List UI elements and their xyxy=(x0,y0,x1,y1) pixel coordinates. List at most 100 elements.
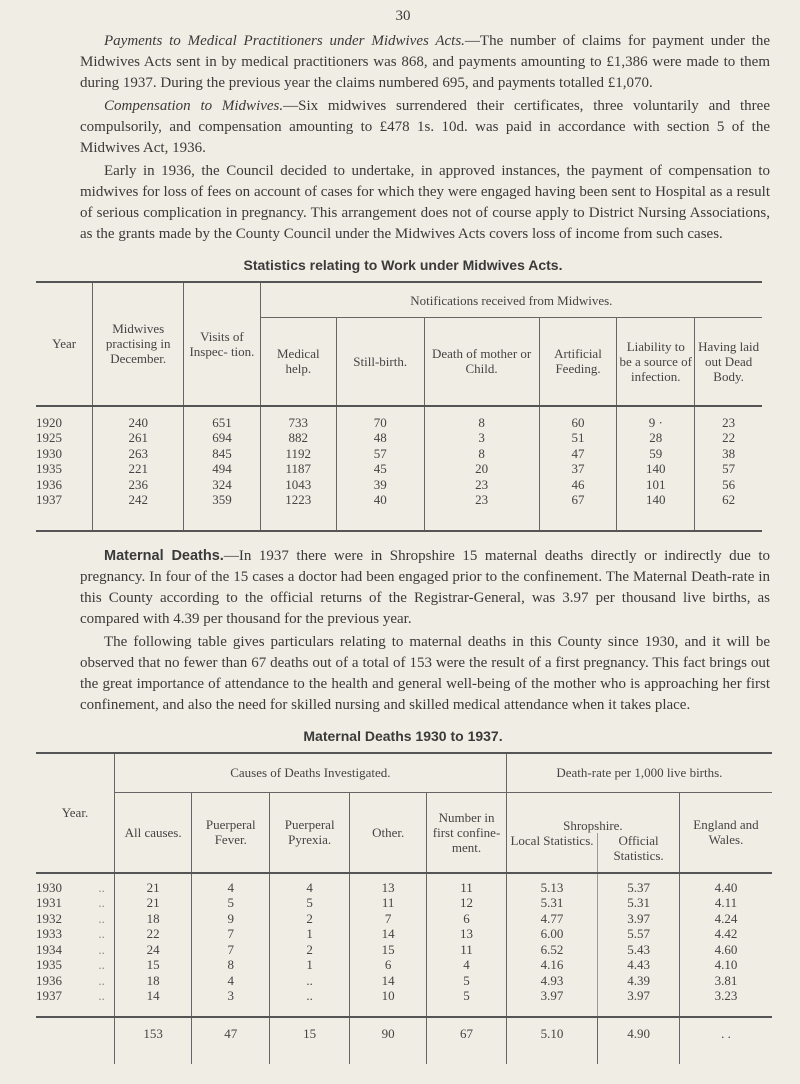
paragraph-compensation: Compensation to Midwives.—Six midwives s… xyxy=(80,96,770,159)
table-cell: 261 xyxy=(92,430,184,446)
col-header: Visits of Inspec- tion. xyxy=(183,282,261,406)
total-cell: 15 xyxy=(269,1016,350,1064)
table-cell: 59 xyxy=(616,445,695,461)
col-header: Puerperal Fever. xyxy=(191,792,270,873)
shropshire-header: Shropshire. xyxy=(505,792,680,833)
table-cell: 14 xyxy=(349,972,427,988)
table-row: 1925 261 694 882 48 3 51 28 22 xyxy=(36,430,762,446)
totals-spacer xyxy=(36,1017,114,1064)
group-header-rate: Death-rate per 1,000 live births. xyxy=(505,752,772,793)
table-cell: 12 xyxy=(426,895,507,911)
table-cell: 1925 xyxy=(36,430,62,445)
table-cell: .. xyxy=(98,910,105,926)
paragraph-text: —The number of claims for payment under … xyxy=(80,33,770,91)
table-cell: 5 xyxy=(426,972,507,988)
col-header: Local Statistics. xyxy=(505,832,598,873)
table-cell: 3.23 xyxy=(678,988,772,1017)
table-cell: 5.57 xyxy=(597,926,680,942)
table-cell: 18 xyxy=(113,972,192,988)
table-cell: 4.42 xyxy=(678,926,772,942)
col-header: Other. xyxy=(349,792,427,873)
col-header: Midwives practising in December. xyxy=(92,282,184,406)
table-cell: 221 xyxy=(92,461,184,477)
table-cell: 236 xyxy=(92,476,184,492)
table-cell: 263 xyxy=(92,445,184,461)
table-cell: 4 xyxy=(191,972,270,988)
table-cell: 4.93 xyxy=(505,972,598,988)
table-cell: 10 xyxy=(349,988,427,1017)
table-cell: 56 xyxy=(694,476,762,492)
table-cell: 694 xyxy=(183,430,261,446)
col-header: Medical help. xyxy=(259,317,337,406)
table-cell: 1936 xyxy=(36,476,62,492)
table-cell: .. xyxy=(98,879,105,895)
table-row: 1932.. 18 9 2 7 6 4.77 3.97 4.24 xyxy=(36,910,772,926)
table-cell: 5 xyxy=(269,895,350,911)
table-cell: 5.43 xyxy=(597,941,680,957)
table-cell: 7 xyxy=(191,926,270,942)
paragraph-heading: Compensation to Midwives. xyxy=(104,98,284,114)
table-row: 1935 221 494 1187 45 20 37 140 57 xyxy=(36,461,762,477)
group-header-causes: Causes of Deaths Investigated. xyxy=(113,752,507,793)
table-cell: 5.31 xyxy=(597,895,680,911)
table-cell: 9 xyxy=(191,910,270,926)
col-header: England and Wales. xyxy=(678,792,772,873)
col-header: Puerperal Pyrexia. xyxy=(269,792,350,873)
table-cell: 46 xyxy=(538,476,617,492)
table-cell: 13 xyxy=(426,926,507,942)
col-header: Liability to be a source of infection. xyxy=(616,317,695,406)
page-number: 30 xyxy=(395,8,411,24)
table-cell: 45 xyxy=(335,461,425,477)
table-cell: .. xyxy=(98,895,105,910)
table-row: 1931.. 21 5 5 11 12 5.31 5.31 4.11 xyxy=(36,895,772,911)
table-cell: 6 xyxy=(349,957,427,973)
table-cell: 3.97 xyxy=(505,988,598,1017)
table-cell: 3.81 xyxy=(678,972,772,988)
table-cell: 4 xyxy=(269,872,350,895)
table-cell: 20 xyxy=(423,461,540,477)
table-cell: 47 xyxy=(538,445,617,461)
table-cell: 14 xyxy=(113,988,192,1017)
table-cell: 1930 xyxy=(36,879,62,895)
table-cell: 22 xyxy=(113,926,192,942)
table-cell: 4.77 xyxy=(505,910,598,926)
col-header: Death of mother or Child. xyxy=(423,317,540,406)
table1-title: Statistics relating to Work under Midwiv… xyxy=(243,257,563,273)
group-header: Notifications received from Midwives. xyxy=(259,282,762,318)
table-cell: 14 xyxy=(349,926,427,942)
table-cell: 4.39 xyxy=(597,972,680,988)
table-cell: 1935 xyxy=(36,957,62,972)
table-cell: 1935 xyxy=(36,461,62,476)
table-cell: 1930 xyxy=(36,445,62,461)
table-cell: .. xyxy=(98,988,105,1003)
table-row: 1937 242 359 1223 40 23 67 140 62 xyxy=(36,492,762,531)
table-cell: 1937 xyxy=(36,988,62,1003)
table-cell: 2 xyxy=(269,941,350,957)
table-cell: 23 xyxy=(423,492,540,531)
col-header: Year. xyxy=(61,805,89,820)
table-cell: 1920 xyxy=(36,414,62,430)
paragraph-maternal-deaths: Maternal Deaths.—In 1937 there were in S… xyxy=(80,546,770,630)
table-cell: 24 xyxy=(113,941,192,957)
table-cell: 6.52 xyxy=(505,941,598,957)
table-cell: 240 xyxy=(92,405,184,430)
total-cell: 5.10 xyxy=(505,1016,598,1064)
col-header: Number in first confine- ment. xyxy=(426,792,507,873)
table-cell: 4.24 xyxy=(678,910,772,926)
table-cell: 3 xyxy=(423,430,540,446)
table-cell: 2 xyxy=(269,910,350,926)
col-header: All causes. xyxy=(113,792,192,873)
table-cell: .. xyxy=(98,972,105,988)
table-cell: 359 xyxy=(183,492,261,531)
maternal-deaths-table: Year. Causes of Deaths Investigated. Dea… xyxy=(36,752,772,1064)
table-cell: 11 xyxy=(426,872,507,895)
table-cell: 1934 xyxy=(36,941,62,957)
table-cell: 1937 xyxy=(36,492,62,507)
table-cell: 845 xyxy=(183,445,261,461)
total-cell: 47 xyxy=(191,1016,270,1064)
paragraph-early-1936: Early in 1936, the Council decided to un… xyxy=(80,163,770,242)
col-header: Year xyxy=(52,336,77,352)
table-cell: 5 xyxy=(191,895,270,911)
table-cell: 733 xyxy=(259,405,337,430)
